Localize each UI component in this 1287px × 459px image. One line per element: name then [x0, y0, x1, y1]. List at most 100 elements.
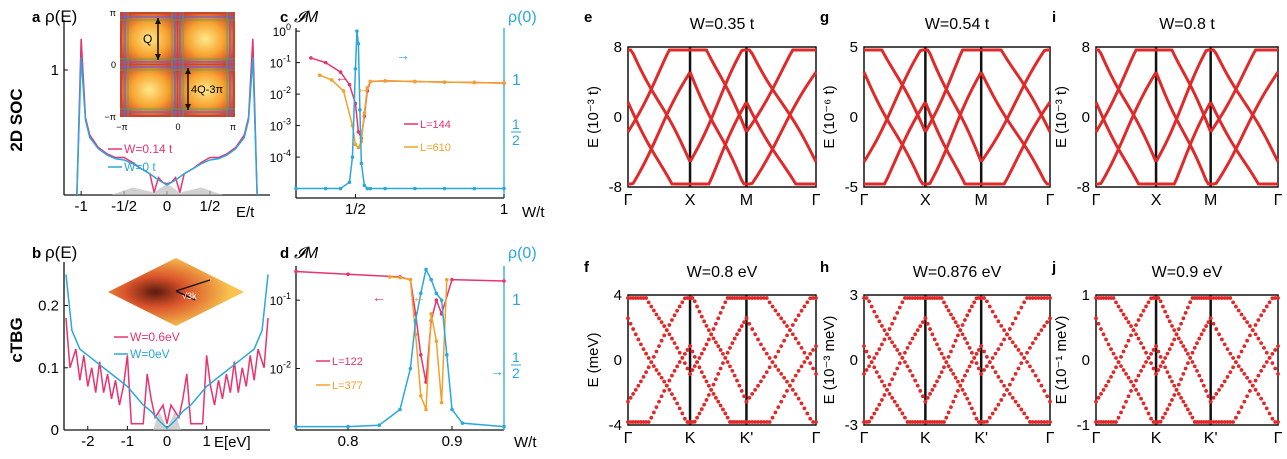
band-point [1174, 332, 1179, 337]
band-point [951, 316, 956, 321]
band-point [747, 321, 752, 326]
band-point [887, 336, 892, 341]
band-point [639, 379, 643, 384]
band-point [1030, 368, 1035, 373]
band-point [999, 379, 1004, 384]
band-point [1094, 316, 1098, 321]
y-tick-label: -5 [845, 179, 858, 196]
band-point [953, 375, 958, 380]
panel-b-legend-w0: W=0eV [130, 347, 170, 361]
band-point [900, 300, 905, 305]
band-point [874, 351, 879, 356]
band-point [788, 328, 792, 332]
band-point [867, 299, 872, 304]
band-point [967, 308, 972, 313]
band-point [1197, 336, 1202, 341]
band-point [805, 411, 810, 416]
x-tick-label: K [1151, 430, 1162, 447]
band-point [716, 371, 721, 376]
band-point [711, 382, 716, 387]
band-point [1121, 405, 1126, 409]
band-point [773, 364, 778, 369]
band-point [1160, 415, 1165, 420]
svg-text:2: 2 [512, 132, 520, 148]
band-point [1002, 383, 1007, 388]
band-point [1276, 371, 1280, 376]
band-point [1036, 378, 1041, 383]
band-point [811, 348, 816, 352]
band-point [1136, 373, 1141, 378]
band-point [1160, 360, 1165, 365]
series-point [450, 277, 454, 282]
band-point [908, 368, 912, 373]
panel-d-ylabel: 𝓘M [294, 245, 319, 262]
band-point [946, 354, 951, 359]
band-point [654, 312, 659, 317]
band-point [649, 415, 654, 420]
band-point [965, 313, 970, 318]
band-point [744, 296, 749, 300]
band-point [1264, 406, 1269, 411]
band-point [713, 340, 718, 345]
band-point [872, 365, 877, 370]
series-point [398, 407, 402, 412]
panel-c-arrow-left-orange: ← [356, 80, 370, 96]
band-point [1109, 374, 1113, 379]
band-point [1234, 360, 1238, 365]
band-point [776, 349, 781, 354]
band-point [808, 416, 813, 421]
x-tick-label: 1/2 [199, 198, 220, 215]
band-point [880, 398, 884, 402]
series-point [294, 186, 298, 191]
band-point [1002, 393, 1007, 397]
band-point [1181, 316, 1186, 321]
band-point [890, 377, 895, 382]
band-point [903, 360, 907, 364]
band-point [1239, 405, 1244, 409]
band-point [1242, 316, 1247, 321]
band-point [1121, 312, 1126, 317]
band-point [1002, 337, 1007, 342]
band-curves [1094, 296, 1280, 424]
band-point [695, 304, 699, 309]
band-point [799, 364, 804, 369]
band-point [897, 361, 902, 366]
band-point [770, 415, 775, 420]
band-point [657, 399, 661, 404]
band-point [657, 371, 661, 376]
band-point [960, 332, 965, 337]
panel-c-legend-l610: L=610 [420, 142, 451, 154]
band-point [915, 328, 920, 332]
band-point [905, 364, 910, 369]
x-tick-label: Γ [1046, 192, 1055, 209]
band-point [1276, 420, 1280, 424]
band-point [910, 336, 915, 341]
band-point [869, 415, 874, 420]
band-point [662, 333, 667, 338]
y-tick-label: 10-2 [270, 360, 291, 377]
band-point [793, 373, 798, 378]
band-point [956, 333, 960, 338]
band-point [1156, 349, 1161, 354]
series-point [445, 353, 449, 357]
band-point [723, 355, 728, 360]
band-point [706, 328, 711, 333]
band-point [1228, 420, 1233, 424]
band-point [979, 420, 984, 424]
band-point [1048, 420, 1052, 424]
band-point [631, 392, 636, 396]
panel-d-legend-l377: L=377 [332, 380, 363, 392]
band-point [1183, 311, 1188, 315]
band-point [782, 375, 787, 380]
series-point [502, 81, 506, 85]
band-point [1262, 401, 1266, 406]
band-point [1158, 364, 1163, 369]
band-point [677, 360, 682, 364]
band-point [1176, 327, 1181, 331]
y-tick-label: 0 [614, 352, 622, 369]
band-point [667, 323, 672, 327]
x-tick-label: Γ [1092, 192, 1101, 209]
band-point [985, 419, 989, 424]
panel-b: ρ(E) E[eV] √3k -2 -1 0 1 0 0.1 0.2 W=0.6eV W=0… [38, 243, 270, 451]
